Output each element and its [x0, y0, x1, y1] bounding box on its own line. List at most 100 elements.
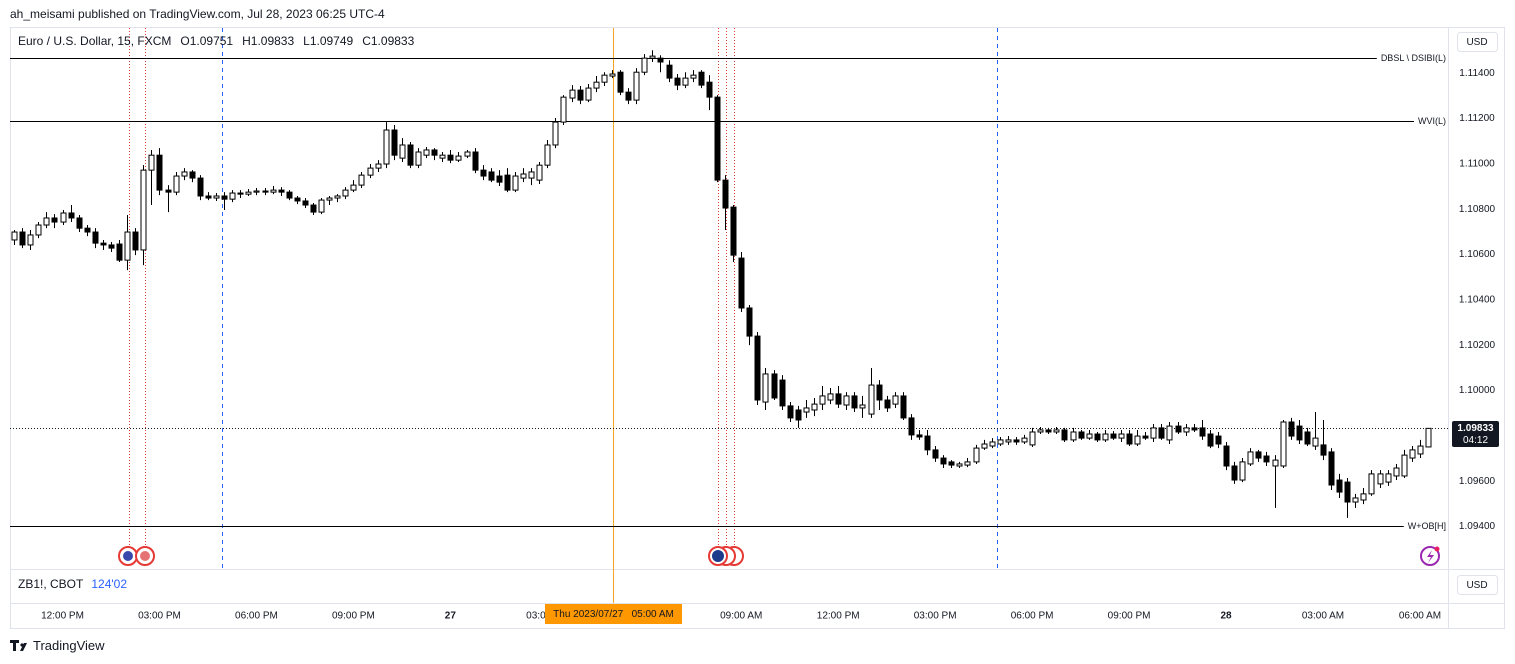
candle-body [771, 373, 778, 399]
candle-body [690, 74, 697, 79]
candle-body [1102, 433, 1109, 441]
y-tick-label: 1.10800 [1459, 204, 1496, 215]
x-tick-label: 06:00 AM [1399, 611, 1441, 622]
candle-body [197, 177, 204, 197]
candle-body [1166, 425, 1173, 441]
candle-body [674, 77, 681, 86]
candle-body [746, 307, 753, 337]
x-tick-label: 09:00 PM [332, 611, 375, 622]
candle-body [666, 64, 673, 79]
ohlc-value: H1.09833 [242, 34, 294, 48]
candle-body [948, 461, 955, 466]
candle-body [601, 74, 608, 83]
candle-body [1118, 433, 1125, 439]
candle-body [1070, 431, 1077, 441]
candle-body [706, 81, 713, 98]
candle-body [1078, 431, 1085, 439]
candle-body [294, 197, 301, 202]
candle-body [1029, 431, 1036, 446]
header: Euro / U.S. Dollar, 15, FXCM O1.09751 H1… [18, 34, 415, 48]
candle-body [221, 195, 228, 200]
candle-body [205, 195, 212, 199]
alert-dot [1434, 546, 1440, 552]
candle-body [439, 154, 446, 159]
x-tick-label: 09:00 PM [1108, 611, 1151, 622]
currency-button-box[interactable] [1457, 575, 1498, 595]
candle-body [649, 55, 656, 59]
lower-pane-value: 124'02 [91, 577, 127, 591]
candle-body [1013, 439, 1020, 443]
y-tick-label: 1.09400 [1459, 521, 1496, 532]
candle-body [698, 71, 705, 86]
candle-body [1134, 435, 1141, 445]
candle-body [569, 89, 576, 99]
candle-body [544, 144, 551, 166]
candle-body [859, 404, 866, 409]
candle-body [1377, 473, 1384, 485]
alert-icon [1427, 550, 1434, 563]
candle-body [11, 231, 18, 241]
candle-body [1021, 437, 1028, 443]
candle-body [132, 231, 139, 251]
bar-countdown: 04:12 [1463, 435, 1488, 446]
candle-body [1150, 427, 1157, 439]
candle-body [1158, 427, 1165, 439]
candle-body [262, 190, 269, 193]
brand-name: TradingView [33, 638, 105, 653]
candle-body [237, 192, 244, 195]
crosshair-time-box [545, 604, 682, 624]
eu-flag-icon [712, 550, 724, 562]
candle-body [738, 257, 745, 309]
candle-body [1215, 435, 1222, 445]
candle-body [633, 71, 640, 101]
currency-button[interactable]: USD [1457, 575, 1498, 595]
x-tick-label: 28 [1220, 611, 1232, 622]
candle-body [253, 190, 260, 193]
y-tick-label: 1.10400 [1459, 294, 1496, 305]
currency-button[interactable]: USD [1457, 32, 1498, 52]
candle-body [730, 206, 737, 256]
candle-body [318, 199, 325, 213]
currency-label[interactable]: USD [1466, 580, 1487, 591]
candle-body [447, 154, 454, 161]
candle-body [60, 212, 67, 223]
candle-body [100, 242, 107, 246]
candle-body [787, 405, 794, 419]
candle-body [1352, 497, 1359, 503]
candle-body [811, 403, 818, 411]
candle-body [472, 151, 479, 171]
candle-body [900, 395, 907, 419]
candle-body [1401, 454, 1408, 477]
candle-body [940, 457, 947, 465]
candle-body [1175, 425, 1182, 433]
candle-body [714, 96, 721, 181]
candle-body [819, 395, 826, 405]
candle-body [229, 192, 236, 200]
candle-body [140, 169, 147, 251]
candle-body [552, 121, 559, 146]
candle-body [843, 395, 850, 406]
candle-body [1425, 427, 1432, 448]
level-label: DBSL \ DSIBI(L) [1381, 53, 1446, 63]
currency-button-box[interactable] [1457, 32, 1498, 52]
candle-body [1288, 421, 1295, 437]
last-price-badge [1452, 421, 1499, 447]
crosshair-time-label: Thu 2023/07/27 05:00 AM [553, 609, 674, 620]
candle-body [1385, 473, 1392, 483]
x-tick-label: 06:00 PM [1011, 611, 1054, 622]
x-tick-label: 12:00 PM [41, 611, 84, 622]
y-tick-label: 1.10600 [1459, 249, 1496, 260]
candle-body [981, 443, 988, 449]
candle-body [851, 395, 858, 409]
candle-body [431, 149, 438, 156]
us-flag-icon [123, 551, 133, 561]
candle-body [1296, 425, 1303, 441]
currency-label[interactable]: USD [1466, 37, 1487, 48]
candle-body [754, 335, 761, 401]
candle-body [1045, 429, 1052, 433]
candle-body [76, 217, 83, 229]
candle-body [270, 189, 277, 193]
candle-body [1086, 433, 1093, 439]
x-tick-label: 27 [445, 611, 457, 622]
brand-icon [10, 640, 27, 651]
